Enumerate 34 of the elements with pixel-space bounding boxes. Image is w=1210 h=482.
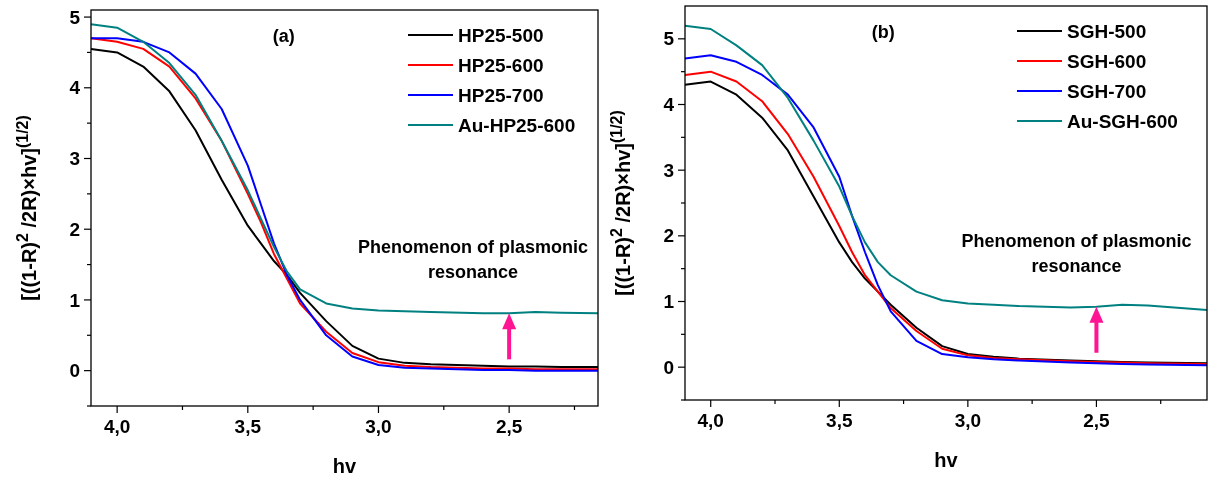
legend-label: HP25-700	[458, 84, 544, 106]
x-tick-label: 3,0	[954, 410, 982, 431]
x-tick-label: 2,5	[1083, 410, 1111, 431]
y-tick-label: 0	[663, 356, 674, 378]
legend-label: HP25-600	[458, 54, 544, 76]
y-tick-label: 2	[69, 218, 80, 240]
legend-label: HP25-500	[458, 24, 544, 46]
legend-label: SGH-600	[1067, 50, 1147, 72]
x-tick-label: 3,5	[826, 410, 853, 431]
x-tick-label: 3,5	[234, 416, 262, 437]
annotation: (b)	[871, 22, 895, 42]
y-tick-label: 1	[69, 289, 81, 311]
x-tick-label: 3,0	[365, 416, 392, 437]
annotation: Phenomenon of plasmonic resonance	[357, 237, 589, 283]
annotation: Phenomenon of plasmonic resonance	[961, 230, 1192, 276]
y-tick-label: 0	[69, 360, 80, 382]
y-tick-label: 4	[69, 77, 81, 99]
y-tick-label: 4	[663, 94, 675, 116]
annotation: (a)	[272, 26, 295, 46]
y-tick-label: 1	[663, 291, 675, 313]
x-axis-title: hv	[934, 449, 959, 471]
y-tick-label: 5	[69, 6, 81, 28]
y-tick-label: 3	[663, 159, 674, 181]
x-axis-title: hv	[332, 455, 358, 477]
y-tick-label: 2	[663, 225, 674, 247]
x-tick-label: 4,0	[103, 416, 131, 437]
legend-label: SGH-700	[1067, 80, 1147, 102]
x-tick-label: 2,5	[495, 416, 523, 437]
y-tick-label: 5	[663, 28, 675, 50]
legend-label: Au-SGH-600	[1067, 110, 1178, 132]
legend-label: SGH-500	[1067, 20, 1147, 42]
x-tick-label: 4,0	[697, 410, 724, 431]
legend-label: Au-HP25-600	[458, 114, 576, 136]
y-tick-label: 3	[69, 148, 80, 170]
